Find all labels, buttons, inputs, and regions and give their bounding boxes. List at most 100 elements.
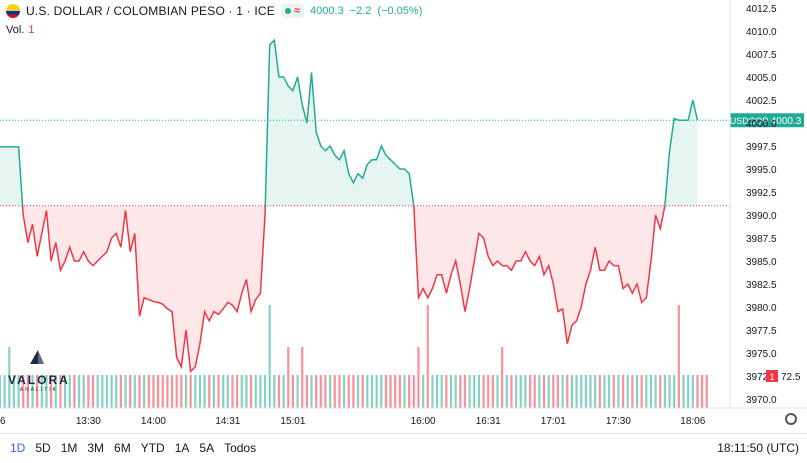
volume-bar [370, 375, 374, 408]
volume-bar [26, 375, 29, 408]
volume-bar [631, 375, 634, 408]
range-tab-1m[interactable]: 1M [60, 441, 78, 455]
volume-bar [189, 375, 192, 408]
volume-bar [603, 375, 606, 408]
volume-bar [705, 375, 708, 408]
volume-bar [319, 375, 322, 408]
range-tab-todos[interactable]: Todos [224, 441, 257, 455]
volume-bar [515, 375, 518, 408]
last-price-tag [768, 113, 804, 128]
range-tab-5d[interactable]: 5D [35, 441, 51, 455]
volume-bar [194, 375, 197, 408]
range-tab-6m[interactable]: 6M [114, 441, 131, 455]
volume-bar [612, 375, 615, 408]
price-chart[interactable]: USDCOP 4000.3 4012.54010.04007.54005.0400… [0, 0, 807, 433]
volume-bar [626, 375, 629, 408]
volume-bar [254, 375, 257, 408]
volume-bar [598, 375, 601, 408]
range-tab-5a[interactable]: 5A [199, 441, 215, 455]
volume-bar [156, 375, 160, 408]
volume-bar [36, 375, 39, 408]
volume-bar [249, 375, 253, 408]
symbol-title[interactable]: U.S. DOLLAR / COLOMBIAN PESO · 1 · ICE [26, 4, 275, 18]
date-range-tabs: 1D 5D 1M 3M 6M YTD 1A 5A Todos [10, 441, 256, 455]
range-tab-1a[interactable]: 1A [174, 441, 190, 455]
bottom-toolbar: 1D 5D 1M 3M 6M YTD 1A 5A Todos 18:11:50 (UTC) [0, 433, 807, 463]
volume-bar [538, 375, 541, 408]
utc-clock[interactable]: 18:11:50 (UTC) [717, 441, 799, 455]
volume-bar [180, 375, 183, 408]
y-tick-label: 4012.5 [746, 4, 777, 15]
market-status-symbol: ≈ [294, 5, 301, 17]
y-tick-label: 4000.0 [746, 119, 777, 130]
last-symbol-label: USDCOP [730, 116, 769, 126]
range-tab-3m[interactable]: 3M [87, 441, 105, 455]
volume-bar [22, 375, 25, 408]
volume-bar [435, 375, 439, 408]
volume-bar [454, 375, 457, 408]
volume-bar [547, 375, 550, 408]
volume-bar [477, 375, 481, 408]
volume-bar [170, 375, 174, 408]
volume-bar [621, 375, 625, 408]
volume-bar [449, 375, 453, 408]
volume-bar [291, 375, 295, 408]
market-status-badge[interactable]: ≈ [281, 4, 305, 18]
volume-bar [431, 375, 434, 408]
range-tab-1d[interactable]: 1D [10, 441, 26, 455]
volume-bar [463, 375, 467, 408]
x-tick-label: 14:00 [141, 416, 166, 427]
volume-bar [50, 375, 53, 408]
volume-bar [561, 375, 564, 408]
volume-bar [617, 375, 620, 408]
volume-bar [580, 375, 583, 408]
volume-scale-label: 72.5 [781, 372, 801, 383]
volume-bar [17, 375, 20, 408]
volume-bar [552, 375, 555, 408]
volume-bar [333, 375, 336, 408]
volume-bar [143, 375, 146, 408]
volume-bar [87, 375, 90, 408]
price-change: −2.2 [349, 5, 372, 17]
volume-bar [389, 375, 392, 408]
volume-bar [501, 347, 504, 408]
valora-logo: VALORA ANALITIK [8, 350, 70, 393]
y-tick-label: 3997.5 [746, 142, 777, 153]
volume-bar [380, 375, 383, 408]
volume-bar [338, 375, 341, 408]
volume-bar [175, 375, 178, 408]
y-tick-label: 4010.0 [746, 27, 777, 38]
volume-bar [570, 375, 574, 408]
volume-bar [691, 375, 694, 408]
volume-bar [584, 375, 587, 408]
volume-bar [161, 375, 164, 408]
y-tick-label: 3990.0 [746, 211, 777, 222]
volume-bar [77, 375, 81, 408]
price-line-down [21, 205, 666, 374]
range-tab-ytd[interactable]: YTD [140, 441, 165, 455]
volume-bar [491, 375, 494, 408]
volume-bar [324, 375, 327, 408]
y-tick-label: 3970.0 [746, 395, 777, 406]
volume-bar [105, 375, 109, 408]
x-tick-label: 14:31 [215, 416, 240, 427]
volume-bar [412, 375, 415, 408]
volume-bar [68, 375, 71, 408]
volume-bar [310, 375, 313, 408]
volume-legend[interactable]: Vol. 1 [6, 24, 34, 36]
volume-bar [236, 375, 239, 408]
volume-bar [91, 375, 95, 408]
volume-bar [96, 375, 99, 408]
last-price: 4000.3 [310, 5, 344, 17]
volume-bar [482, 375, 485, 408]
volume-bar [129, 375, 132, 408]
volume-bar [347, 375, 350, 408]
volume-bar [166, 375, 169, 408]
volume-bar [645, 375, 648, 408]
volume-bar [528, 375, 532, 408]
volume-bar [510, 375, 513, 408]
y-tick-label: 3992.5 [746, 188, 777, 199]
volume-bar [677, 305, 680, 408]
gear-icon[interactable] [785, 413, 797, 425]
volume-bar [59, 375, 62, 408]
